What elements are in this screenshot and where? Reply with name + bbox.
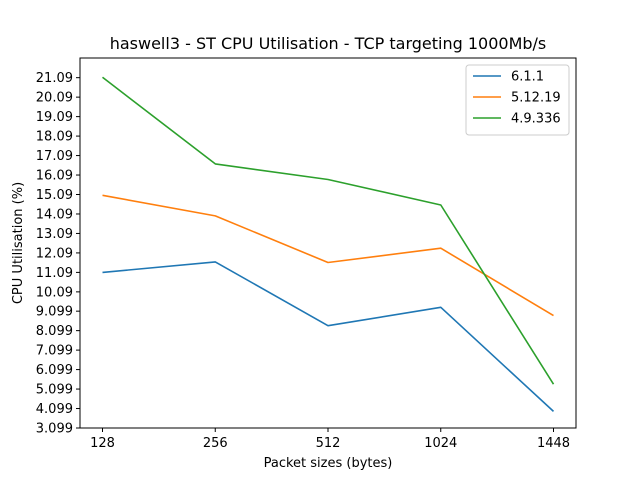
y-tick-label: 19.09	[36, 110, 73, 125]
chart-title: haswell3 - ST CPU Utilisation - TCP targ…	[110, 34, 547, 53]
y-tick-label: 8.099	[36, 324, 73, 339]
x-tick-label: 512	[316, 436, 341, 451]
y-tick-label: 7.099	[36, 344, 73, 359]
plot-area: 128 256 512 1024 1448 3.099 4.099 5.099 6.099 7.0…	[36, 57, 577, 451]
legend-label: 4.9.336	[511, 112, 561, 127]
y-tick-label: 6.099	[36, 363, 73, 378]
series-line-6.1.1	[102, 261, 555, 412]
y-tick-label: 11.09	[36, 266, 73, 281]
y-tick-label: 10.09	[36, 285, 73, 300]
legend-label: 6.1.1	[511, 70, 544, 85]
y-tick-label: 21.09	[36, 71, 73, 86]
series-line-5.12.19	[102, 194, 554, 317]
legend: 6.1.1 5.12.19 4.9.336	[465, 64, 570, 136]
y-tick-label: 16.09	[36, 169, 73, 184]
y-tick-label: 15.09	[36, 188, 73, 203]
y-tick-label: 3.099	[36, 422, 73, 437]
y-tick-label: 9.099	[36, 305, 73, 320]
series-line-4.9.336	[102, 76, 555, 385]
x-axis-label: Packet sizes (bytes)	[264, 456, 393, 471]
y-tick-label: 18.09	[36, 130, 73, 145]
y-tick-label: 17.09	[36, 149, 73, 164]
x-tick-label: 128	[90, 436, 115, 451]
y-tick-label: 5.099	[36, 383, 73, 398]
x-tick-label: 1448	[537, 436, 570, 451]
x-tick-label: 256	[203, 436, 228, 451]
y-tick-label: 13.09	[36, 227, 73, 242]
y-axis-label: CPU Utilisation (%)	[11, 182, 26, 304]
y-tick-label: 20.09	[36, 91, 73, 106]
x-tick-label: 1024	[424, 436, 457, 451]
y-tick-label: 12.09	[36, 246, 73, 261]
y-tick-label: 14.09	[36, 207, 73, 222]
y-tick-label: 4.099	[36, 402, 73, 417]
legend-label: 5.12.19	[511, 91, 561, 106]
